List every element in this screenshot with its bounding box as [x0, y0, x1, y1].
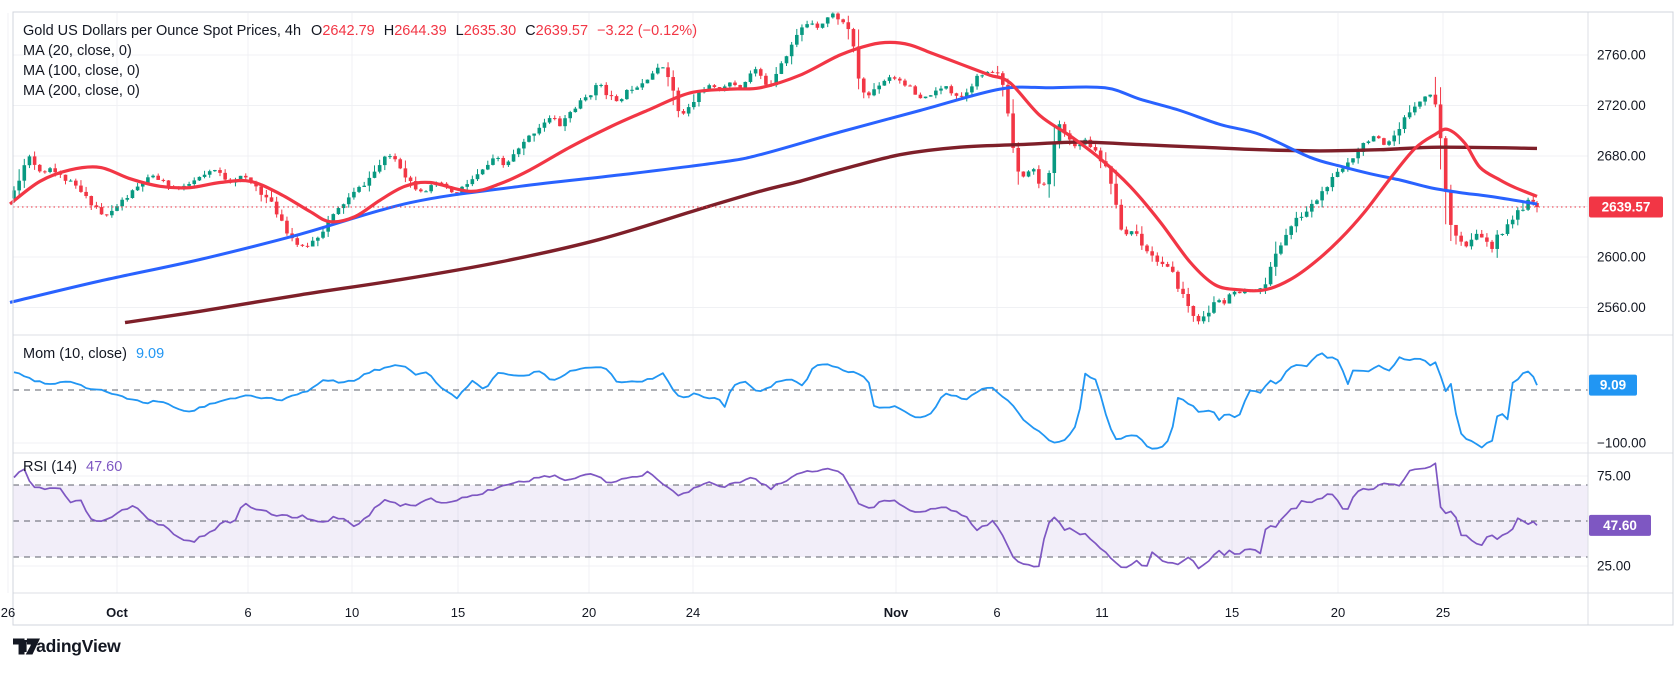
- low-label: L: [455, 23, 464, 39]
- svg-text:47.60: 47.60: [1603, 518, 1637, 533]
- tradingview-logo-text: TradingView: [20, 636, 121, 656]
- svg-text:10: 10: [345, 605, 359, 620]
- chart-frame: [12, 11, 1674, 626]
- symbol-title-row[interactable]: Gold US Dollars per Ounce Spot Prices, 4…: [23, 21, 697, 41]
- candlestick-series[interactable]: [12, 12, 1539, 325]
- svg-text:−100.00: −100.00: [1597, 436, 1646, 451]
- symbol-title[interactable]: Gold US Dollars per Ounce Spot Prices, 4…: [23, 23, 302, 39]
- svg-text:2720.00: 2720.00: [1597, 98, 1646, 113]
- svg-text:15: 15: [1225, 605, 1239, 620]
- low-value: 2635.30: [463, 23, 517, 39]
- ma100-legend[interactable]: MA (100, close, 0): [23, 63, 140, 79]
- svg-text:11: 11: [1095, 605, 1109, 620]
- time-axis[interactable]: 26 Oct 6 10 15 20 24 Nov 6 11 15 20 25: [1, 605, 1450, 620]
- svg-text:2680.00: 2680.00: [1597, 149, 1646, 164]
- open-value: 2642.79: [322, 23, 375, 39]
- svg-text:6: 6: [244, 605, 251, 620]
- horizontal-gridlines: [13, 54, 1588, 567]
- high-value: 2644.39: [394, 23, 447, 39]
- last-price-badge: 2639.57: [1589, 196, 1663, 218]
- svg-text:20: 20: [1331, 605, 1345, 620]
- momentum-badge: 9.09: [1589, 374, 1637, 396]
- close-value: 2639.57: [535, 23, 589, 39]
- rsi-label[interactable]: RSI (14): [23, 459, 77, 475]
- ma100-line[interactable]: [9, 85, 1538, 304]
- svg-text:2760.00: 2760.00: [1597, 48, 1646, 63]
- ma20-legend[interactable]: MA (20, close, 0): [23, 43, 132, 59]
- svg-text:2639.57: 2639.57: [1602, 200, 1651, 215]
- main-legend: Gold US Dollars per Ounce Spot Prices, 4…: [23, 21, 697, 101]
- high-label: H: [383, 23, 395, 39]
- price-axis[interactable]: 2760.00 2720.00 2680.00 2600.00 2560.00 −100.…: [1597, 48, 1646, 574]
- tradingview-logo[interactable]: TradingView: [13, 636, 121, 657]
- ma20-line[interactable]: [9, 40, 1538, 293]
- momentum-line[interactable]: [13, 352, 1538, 450]
- svg-text:25: 25: [1436, 605, 1450, 620]
- svg-text:24: 24: [686, 605, 700, 620]
- ma200-legend[interactable]: MA (200, close, 0): [23, 83, 140, 99]
- svg-text:2560.00: 2560.00: [1597, 300, 1646, 315]
- open-label: O: [311, 23, 323, 39]
- svg-text:Nov: Nov: [884, 605, 909, 620]
- close-label: C: [525, 23, 536, 39]
- rsi-line[interactable]: [13, 462, 1538, 570]
- momentum-label[interactable]: Mom (10, close): [23, 346, 127, 362]
- svg-text:Oct: Oct: [106, 605, 128, 620]
- momentum-value: 9.09: [135, 346, 165, 362]
- svg-text:26: 26: [1, 605, 15, 620]
- rsi-badge: 47.60: [1589, 514, 1651, 536]
- rsi-value: 47.60: [86, 459, 123, 475]
- svg-text:20: 20: [582, 605, 596, 620]
- svg-text:25.00: 25.00: [1597, 559, 1631, 574]
- momentum-legend[interactable]: Mom (10, close) 9.09: [23, 346, 164, 362]
- svg-text:9.09: 9.09: [1600, 378, 1626, 393]
- rsi-legend[interactable]: RSI (14) 47.60: [23, 459, 122, 475]
- svg-text:2600.00: 2600.00: [1597, 250, 1646, 265]
- svg-text:15: 15: [451, 605, 465, 620]
- change-value: −3.22 (−0.12%): [597, 23, 698, 39]
- svg-text:75.00: 75.00: [1597, 469, 1631, 484]
- svg-text:6: 6: [993, 605, 1000, 620]
